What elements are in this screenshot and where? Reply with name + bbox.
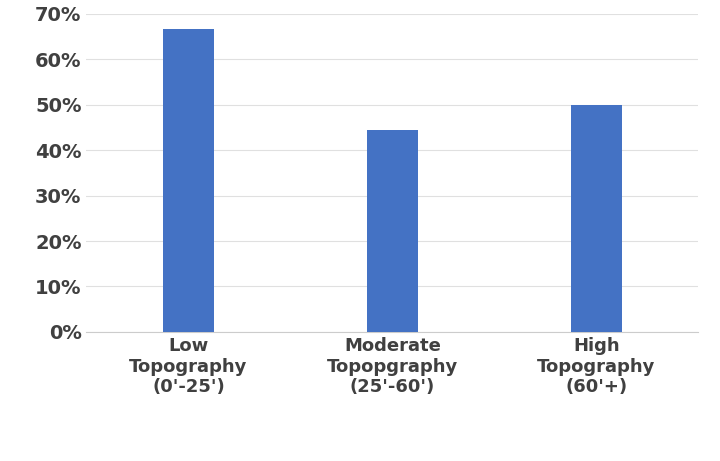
Bar (367, 130, 418, 332)
Bar (163, 29, 214, 332)
Bar (571, 105, 622, 332)
